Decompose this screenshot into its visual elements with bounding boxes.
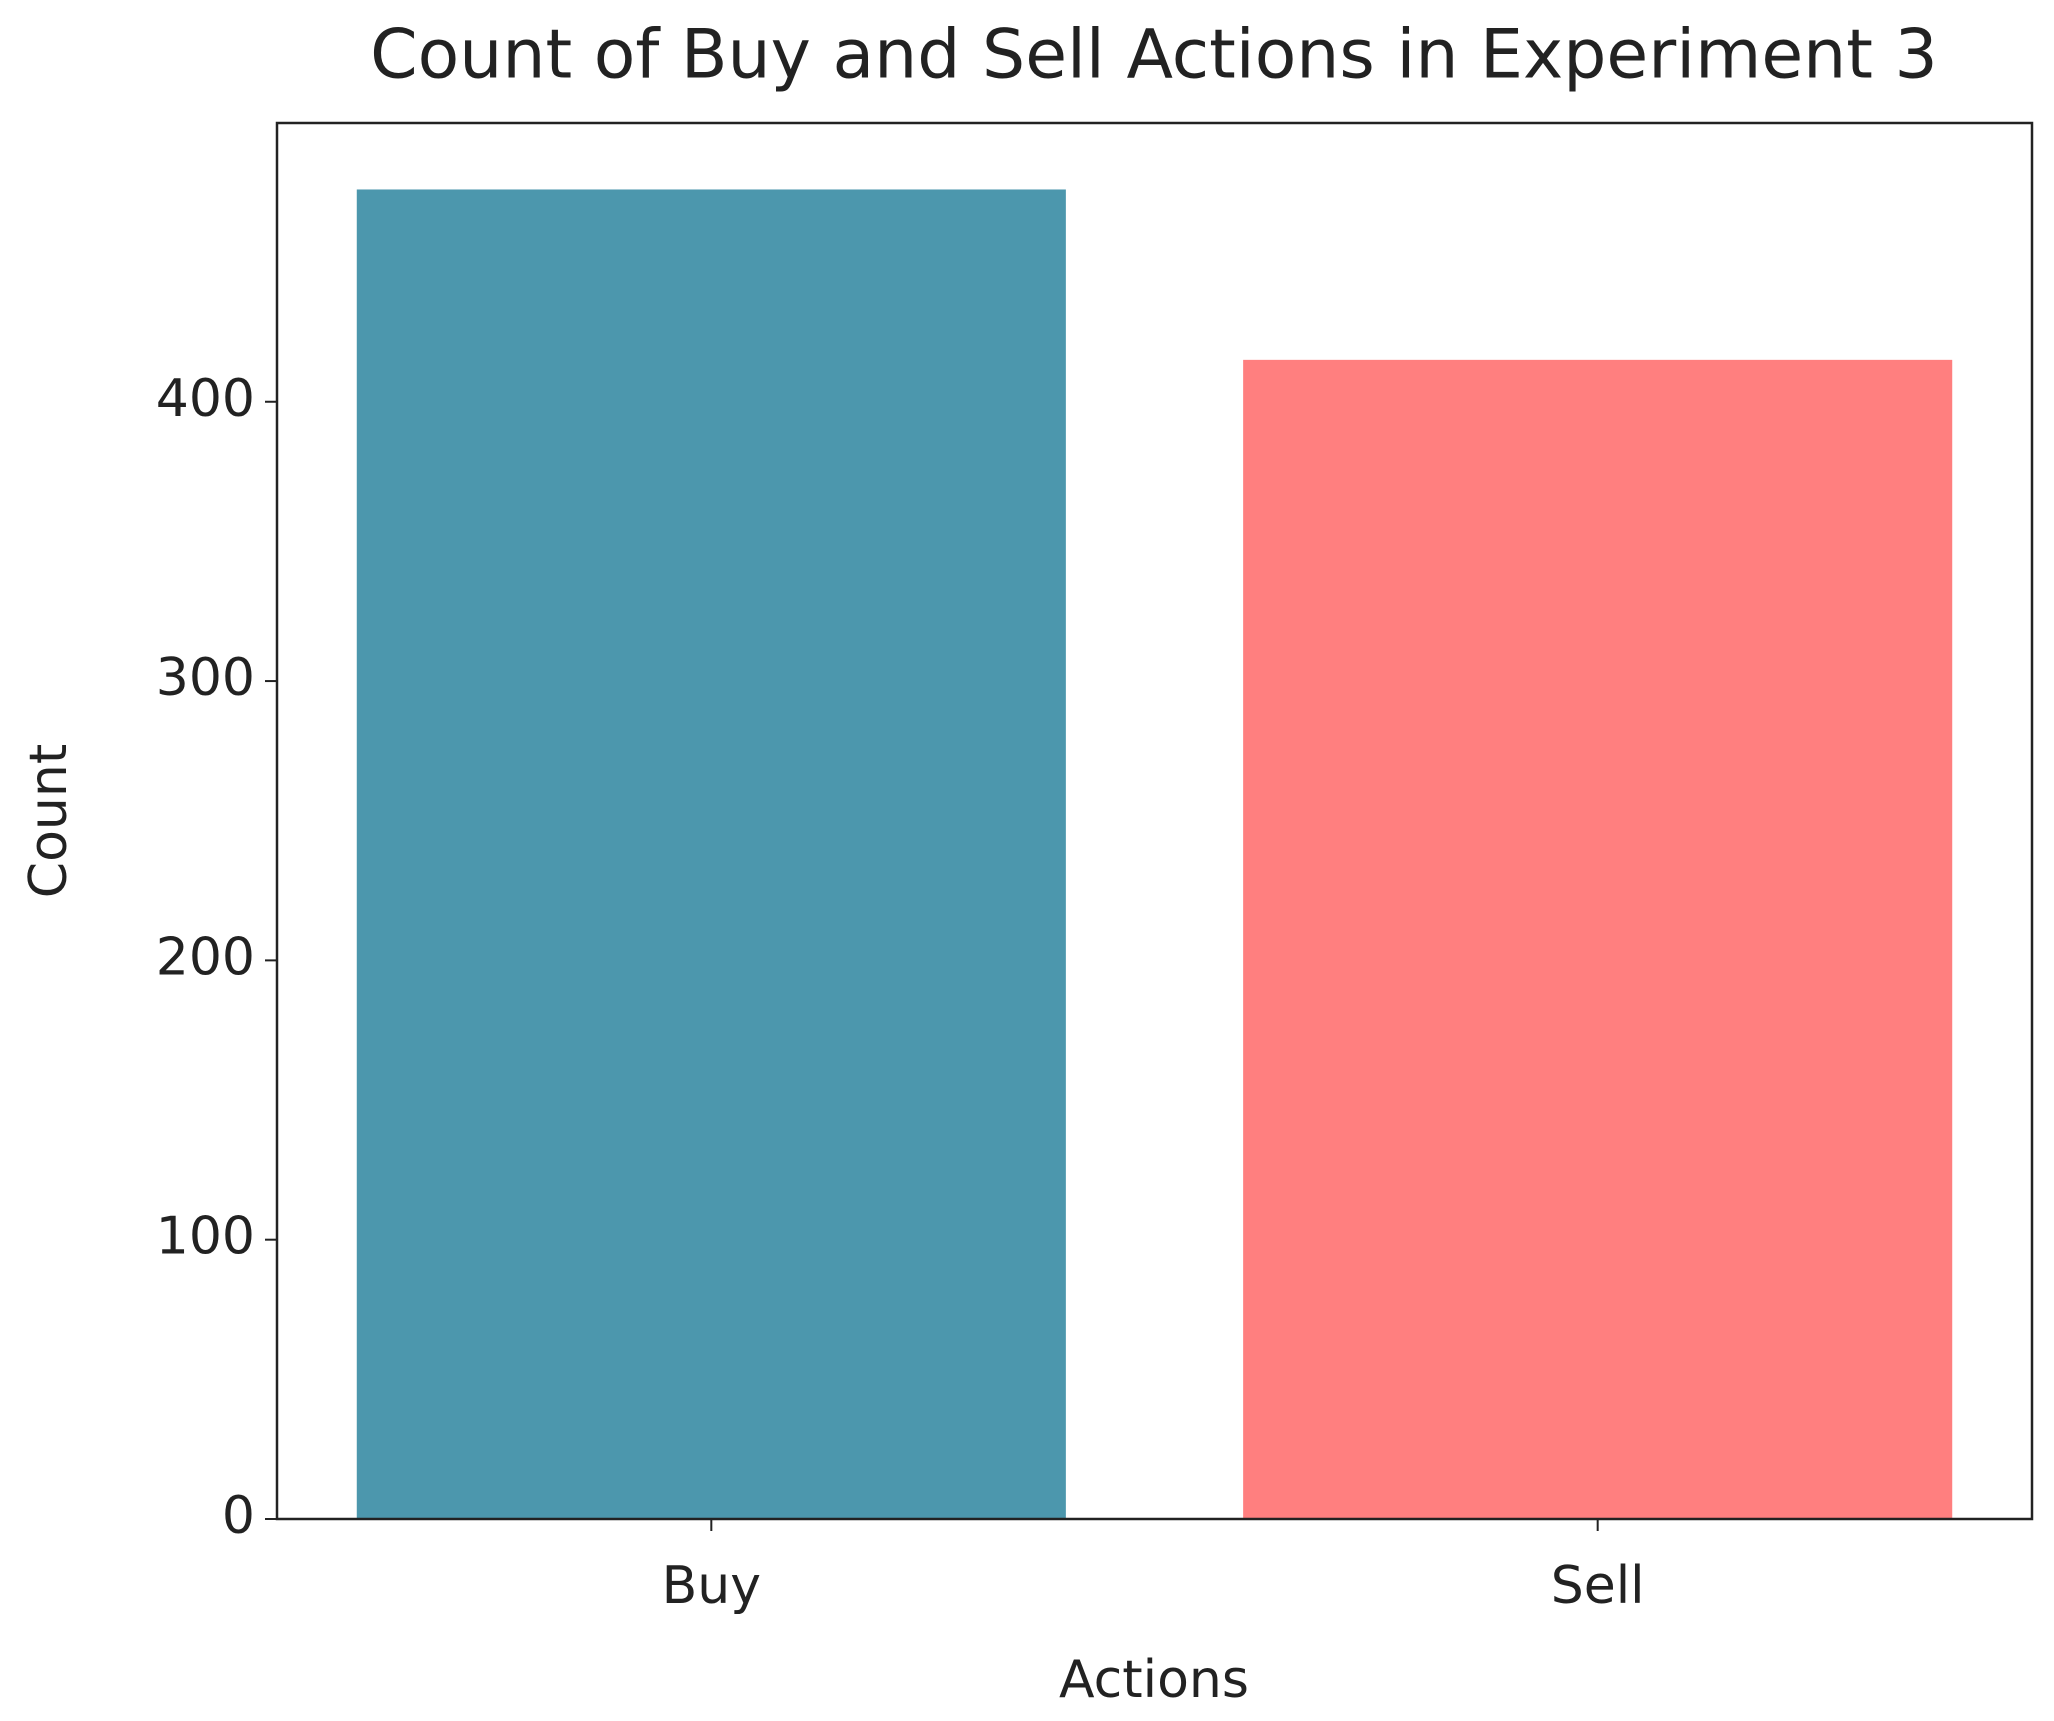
chart-title: Count of Buy and Sell Actions in Experim…: [370, 16, 1938, 95]
y-tick-label: 200: [156, 927, 255, 987]
plot-frame: [275, 121, 2034, 1521]
x-tick-label: Sell: [1551, 1556, 1645, 1616]
y-tick-label: 100: [156, 1207, 255, 1267]
y-axis-label: Count: [19, 744, 79, 898]
x-axis-label: Actions: [1059, 1650, 1249, 1710]
y-tick-label: 0: [222, 1486, 255, 1546]
y-tick-label: 400: [156, 369, 255, 429]
y-tick-label: 300: [156, 648, 255, 708]
bar: [1243, 359, 1953, 1520]
bar: [356, 189, 1066, 1519]
x-tick-label: Buy: [662, 1556, 761, 1616]
